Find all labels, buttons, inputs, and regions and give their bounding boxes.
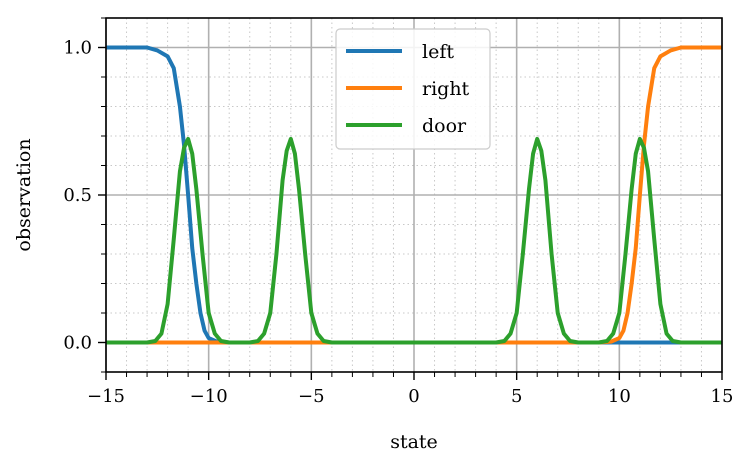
- x-tick-label: 5: [511, 386, 522, 407]
- x-tick-label: 10: [608, 386, 631, 407]
- y-axis-label: observation: [13, 138, 35, 251]
- legend-label-left: left: [422, 41, 454, 63]
- y-tick-label: 0.5: [63, 185, 92, 206]
- series-lines: [106, 45, 722, 345]
- x-tick-label: 15: [711, 386, 734, 407]
- x-tick-label: −15: [87, 386, 125, 407]
- axis-ticks: [98, 17, 723, 380]
- x-tick-label: 0: [408, 386, 419, 407]
- series-line-door: [106, 136, 722, 345]
- legend-box: [335, 28, 491, 150]
- y-tick-label: 0.0: [63, 333, 92, 354]
- legend: left right door: [335, 28, 491, 150]
- legend-label-door: door: [422, 115, 467, 137]
- x-axis-label: state: [390, 431, 438, 453]
- x-tick-label: −5: [298, 386, 325, 407]
- y-tick-label: 1.0: [63, 38, 92, 59]
- x-tick-label: −10: [190, 386, 228, 407]
- legend-label-right: right: [422, 78, 470, 100]
- tick-labels: −15 −10 −5 0 5 10 15 0.0 0.5 1.0: [63, 38, 733, 408]
